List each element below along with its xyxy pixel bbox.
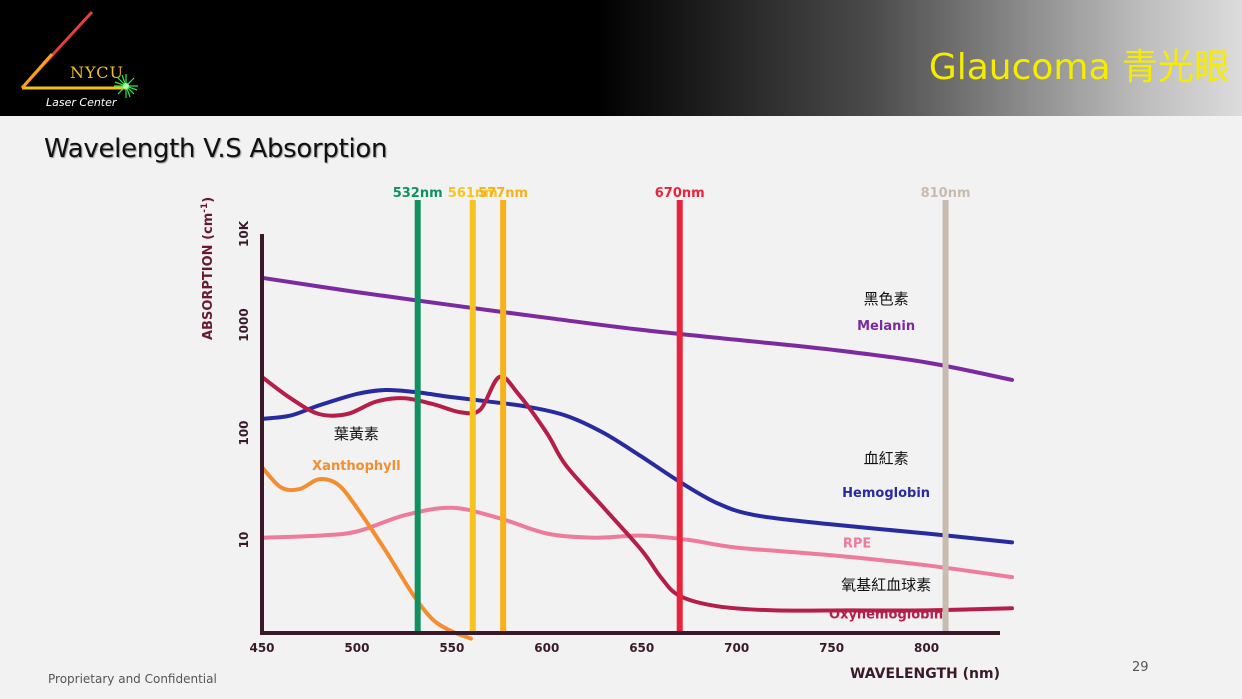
annotation-hemoglobin: Hemoglobin [842,486,930,501]
x-tick-label: 600 [534,641,559,655]
annotation-zh: 黑色素 [864,290,909,308]
x-tick-label: 700 [724,641,749,655]
laser-label-532nm: 532nm [393,186,443,201]
tick-labels-layer: 450 500 550 600 650 700 750 800 10 100 1000 10K [237,220,939,655]
series-line-melanin [260,275,1014,382]
x-tick-label: 650 [629,641,654,655]
y-tick-label: 100 [237,420,251,445]
page-number: 29 [1132,660,1149,675]
annotation-xanthophyll: Xanthophyll [312,459,400,474]
series-line-oxyhemoglobin [260,374,1014,613]
section-title: Wavelength V.S Absorption [44,134,388,164]
y-axis-label-main: ABSORPTION (cm [201,213,216,340]
logo-graphic [20,10,138,98]
y-axis-label: ABSORPTION (cm-1) [200,197,216,340]
y-axis-label-sup: -1 [200,203,210,213]
logo-subtext: Laser Center [46,96,117,109]
series-line-xanthophyll [260,465,473,641]
annotation-oxyhemoglobin: Oxyhemoglobin [829,608,943,623]
annotation-rpe: RPE [843,536,871,551]
slide-title: Glaucoma 青光眼 [928,47,1230,88]
y-tick-label: 10K [237,220,251,247]
header-bar: NYCU Laser Center Glaucoma 青光眼 [0,0,1242,116]
laser-label-561nm: 561nm [448,186,498,201]
laser-label-577nm: 577nm [478,186,528,201]
logo-text: NYCU [70,63,125,82]
annotation-zh: 血紅素 [864,449,909,467]
annotation-zh: 氧基紅血球素 [841,576,931,594]
series-layer [260,275,1014,641]
x-tick-label: 800 [914,641,939,655]
x-tick-label: 750 [819,641,844,655]
laser-label-810nm: 810nm [921,186,971,201]
series-line-rpe [260,505,1014,580]
y-axis-label-end: ) [201,197,216,203]
laser-label-670nm: 670nm [655,186,705,201]
axes-layer [260,234,1000,635]
annotation-zh: 葉黃素 [334,425,379,443]
x-tick-label: 500 [344,641,369,655]
logo: NYCU Laser Center [14,8,144,109]
x-tick-label: 550 [439,641,464,655]
x-tick-label: 450 [249,641,274,655]
footer-confidential: Proprietary and Confidential [48,672,217,686]
x-axis-label: WAVELENGTH (nm) [850,666,1000,682]
annotations-layer: 黑色素 Melanin 血紅素 Hemoglobin RPE 氧基紅血球素 Oxyhemog… [312,290,943,623]
y-tick-label: 1000 [237,308,251,341]
annotation-melanin: Melanin [857,319,915,334]
y-tick-label: 10 [237,532,251,549]
series-line-hemoglobin [260,387,1014,545]
